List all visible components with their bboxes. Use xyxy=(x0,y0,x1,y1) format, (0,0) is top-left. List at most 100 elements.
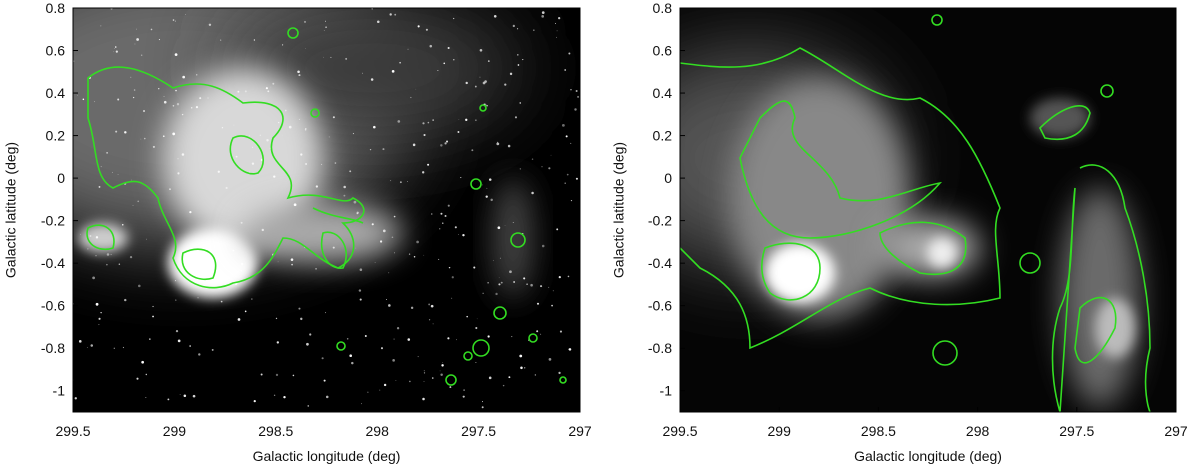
star xyxy=(117,98,120,101)
star xyxy=(568,348,570,350)
star xyxy=(449,386,452,388)
star xyxy=(306,342,309,346)
star xyxy=(174,53,178,57)
star xyxy=(475,119,477,121)
star xyxy=(364,335,367,337)
star xyxy=(519,354,523,358)
star xyxy=(174,280,177,282)
star xyxy=(321,357,324,360)
star xyxy=(374,262,376,263)
star xyxy=(141,360,145,364)
star xyxy=(428,319,431,321)
star xyxy=(358,289,362,292)
star xyxy=(196,74,198,76)
star xyxy=(175,89,177,92)
star xyxy=(298,118,300,120)
star xyxy=(298,74,301,77)
star xyxy=(133,89,136,91)
y-tick-label: 0 xyxy=(57,170,65,186)
star xyxy=(482,81,486,85)
star xyxy=(77,94,78,96)
x-tick-label: 297.5 xyxy=(1059,423,1094,439)
star xyxy=(361,403,363,405)
star xyxy=(566,173,569,176)
star xyxy=(163,100,167,104)
star xyxy=(132,96,135,99)
y-tick-label: -0.2 xyxy=(41,213,65,229)
x-tick-label: 299.5 xyxy=(662,423,697,439)
star xyxy=(541,166,543,168)
star xyxy=(548,286,550,288)
star xyxy=(140,138,142,140)
star xyxy=(451,276,454,279)
star xyxy=(556,36,558,38)
star xyxy=(429,44,433,48)
star xyxy=(486,105,488,107)
star xyxy=(485,195,488,198)
star xyxy=(351,361,354,365)
star xyxy=(169,188,171,191)
star xyxy=(136,28,137,30)
star xyxy=(273,394,276,397)
star xyxy=(208,23,212,26)
star xyxy=(456,339,457,341)
y-tick-label: 0.4 xyxy=(653,85,673,101)
star xyxy=(517,64,520,66)
star xyxy=(124,298,127,302)
star xyxy=(567,275,570,278)
star xyxy=(252,146,254,148)
star xyxy=(396,327,400,330)
star xyxy=(487,281,489,284)
star xyxy=(471,149,474,152)
star xyxy=(211,348,214,351)
star xyxy=(197,272,199,274)
star xyxy=(323,30,325,31)
star xyxy=(201,255,203,257)
star xyxy=(558,17,561,20)
star xyxy=(332,246,335,249)
star xyxy=(495,292,498,296)
star xyxy=(391,70,395,73)
star xyxy=(439,370,441,372)
star xyxy=(428,303,431,306)
star xyxy=(303,20,307,23)
star xyxy=(98,185,101,188)
star xyxy=(397,120,401,123)
star xyxy=(502,384,505,387)
y-tick-label: 0.8 xyxy=(46,0,66,16)
star xyxy=(140,54,143,57)
star xyxy=(479,48,483,52)
star xyxy=(442,222,444,224)
star xyxy=(413,255,416,258)
star xyxy=(431,377,434,379)
y-tick-label: -0.8 xyxy=(648,340,672,356)
y-tick-label: 0.4 xyxy=(46,85,66,101)
star xyxy=(325,20,327,22)
star xyxy=(122,346,125,349)
star xyxy=(394,13,397,16)
star xyxy=(217,170,220,173)
star xyxy=(115,50,118,53)
star xyxy=(541,11,545,14)
star xyxy=(550,154,552,156)
star xyxy=(417,25,420,28)
plot-frame xyxy=(679,7,1177,413)
star xyxy=(376,20,380,24)
y-tick-label: 0.2 xyxy=(653,128,673,144)
star xyxy=(315,185,319,188)
star xyxy=(493,14,497,18)
star xyxy=(475,326,478,330)
star xyxy=(195,106,199,109)
star xyxy=(513,281,515,283)
star xyxy=(143,137,146,140)
star xyxy=(516,28,519,30)
star xyxy=(536,330,539,333)
star xyxy=(282,44,284,46)
star xyxy=(267,90,270,93)
star xyxy=(100,25,102,27)
y-tick-label: -0.6 xyxy=(648,298,672,314)
star xyxy=(98,317,101,320)
star xyxy=(343,185,346,189)
star xyxy=(522,59,524,61)
y-tick-label: -0.4 xyxy=(41,255,65,271)
